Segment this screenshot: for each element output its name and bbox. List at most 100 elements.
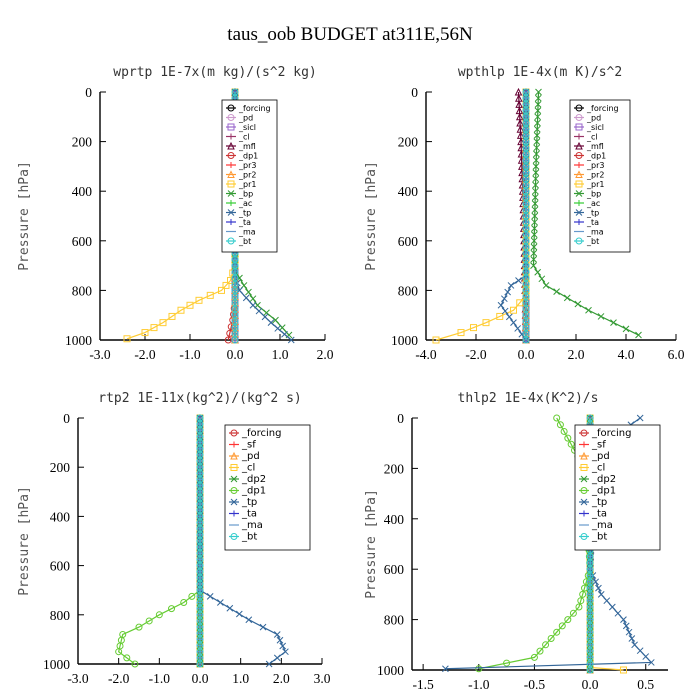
series-marker-bp bbox=[534, 94, 542, 102]
series-marker-dp1 bbox=[188, 592, 196, 600]
series-marker-dp1 bbox=[547, 635, 555, 642]
y-tick-label: 600 bbox=[384, 562, 405, 577]
y-tick-label: 400 bbox=[50, 509, 71, 524]
series-marker-tp bbox=[235, 610, 243, 618]
legend-label: _pd bbox=[238, 114, 253, 123]
series-marker-dp1 bbox=[579, 590, 587, 598]
series-marker-bp bbox=[534, 107, 542, 114]
series-marker-pr1 bbox=[159, 319, 167, 327]
series-marker-dp1 bbox=[155, 611, 163, 619]
series-marker-bp bbox=[574, 300, 582, 308]
legend-marker bbox=[575, 190, 583, 197]
legend-marker bbox=[227, 123, 235, 131]
series-marker-tp bbox=[500, 295, 508, 303]
series-marker-tp bbox=[497, 301, 505, 309]
series-marker-tp bbox=[636, 647, 644, 655]
series-marker-dp1 bbox=[530, 653, 538, 661]
series-marker-cl bbox=[619, 666, 627, 674]
legend-marker bbox=[228, 200, 234, 206]
legend-marker bbox=[231, 510, 237, 517]
legend-marker bbox=[227, 190, 235, 197]
series-marker-dp1 bbox=[131, 660, 139, 668]
series-marker-bp bbox=[272, 316, 279, 324]
x-tick-label: 0.0 bbox=[227, 347, 244, 362]
x-tick-label: -2.0 bbox=[134, 347, 156, 362]
series-marker-bp bbox=[532, 156, 540, 164]
x-tick-label: 0.5 bbox=[637, 677, 654, 692]
y-axis-label: Pressure [hPa] bbox=[364, 161, 379, 271]
legend-box bbox=[574, 424, 661, 551]
series-marker-tp bbox=[267, 319, 275, 326]
series-marker-tp bbox=[276, 636, 284, 644]
legend-label: _sicl bbox=[586, 123, 604, 132]
series-marker-tp bbox=[622, 622, 630, 630]
series-marker-tp bbox=[625, 628, 633, 636]
series-line-dp1 bbox=[117, 418, 201, 665]
legend-marker bbox=[230, 487, 238, 494]
legend: _forcing_pd_sicl_cl_mfl_dp1_pr3_pr2_pr1_… bbox=[221, 99, 278, 253]
series-marker-tp bbox=[628, 635, 636, 642]
legend-marker bbox=[230, 429, 238, 437]
chart-panel-4: thlp2 1E-4x(K^2)/s Pressure [hPa] 0 200 400 6… bbox=[364, 391, 668, 692]
series-marker-dp1 bbox=[575, 603, 583, 611]
series-marker-tp bbox=[242, 294, 250, 302]
legend-marker bbox=[580, 533, 588, 540]
legend-marker bbox=[227, 180, 235, 188]
legend-label: _dp2 bbox=[591, 474, 616, 485]
series-marker-bp bbox=[535, 88, 542, 96]
panels: wprtp 1E-7x(m kg)/(s^2 kg) Pressure [hPa]… bbox=[17, 65, 685, 692]
y-tick-label: 200 bbox=[384, 461, 405, 476]
legend-label: _cl bbox=[238, 133, 250, 142]
x-tick-label: 0.0 bbox=[518, 347, 535, 362]
legend-label: _bp bbox=[586, 190, 601, 199]
x-tick-label: 4.0 bbox=[618, 347, 635, 362]
legend-label: _forcing bbox=[586, 104, 619, 113]
series-marker-tp bbox=[647, 659, 655, 666]
series-marker-bp bbox=[532, 163, 540, 170]
series-group bbox=[432, 88, 642, 344]
series-marker-bp bbox=[635, 331, 642, 339]
series-marker-tp bbox=[642, 653, 650, 660]
legend-label: _tp bbox=[238, 209, 251, 218]
series-marker-bp bbox=[531, 194, 539, 201]
legend-label: _ta bbox=[586, 218, 599, 227]
legend-marker bbox=[576, 200, 582, 206]
y-tick-label: 800 bbox=[72, 283, 93, 298]
legend-marker bbox=[576, 133, 582, 140]
legend-marker bbox=[580, 429, 588, 437]
legend-marker bbox=[228, 219, 234, 225]
series-marker-pr1 bbox=[186, 301, 194, 309]
legend-label: _cl bbox=[241, 463, 255, 474]
legend-marker bbox=[227, 170, 235, 178]
series-marker-bt bbox=[231, 336, 239, 344]
legend-marker bbox=[575, 104, 583, 112]
x-tick-label: -1.5 bbox=[412, 677, 434, 692]
series-marker-bp bbox=[530, 237, 538, 245]
series-marker-tp bbox=[592, 578, 600, 586]
series-marker-dp1 bbox=[542, 641, 550, 649]
legend-label: _pd bbox=[586, 114, 601, 123]
series-marker-tp bbox=[603, 597, 611, 605]
series-marker-tp bbox=[273, 631, 281, 638]
series-marker-bp bbox=[585, 306, 592, 314]
series-marker-bp bbox=[249, 295, 257, 303]
legend-marker bbox=[580, 464, 588, 471]
legend-marker bbox=[580, 487, 588, 494]
y-tick-label: 200 bbox=[72, 135, 93, 150]
x-tick-label: 2.0 bbox=[273, 671, 290, 686]
series-marker-bp bbox=[530, 231, 538, 238]
series-marker-tp bbox=[510, 319, 517, 326]
series-marker-bt bbox=[522, 336, 530, 344]
y-tick-label: 0 bbox=[63, 411, 70, 426]
x-tick-label: -2.0 bbox=[465, 347, 487, 362]
legend-label: _pr3 bbox=[238, 161, 256, 170]
series-marker-bp bbox=[534, 113, 542, 121]
series-marker-tp bbox=[261, 313, 269, 321]
legend-label: _pd bbox=[241, 451, 260, 462]
legend: _forcing_pd_sicl_cl_mfl_dp1_pr3_pr2_pr1_… bbox=[569, 99, 631, 253]
series-marker-tp bbox=[255, 307, 263, 315]
series-marker-bp bbox=[533, 132, 541, 139]
y-axis-label: Pressure [hPa] bbox=[17, 486, 32, 596]
series-marker-pr1 bbox=[141, 329, 149, 337]
x-tick-label: -2.0 bbox=[108, 671, 130, 686]
